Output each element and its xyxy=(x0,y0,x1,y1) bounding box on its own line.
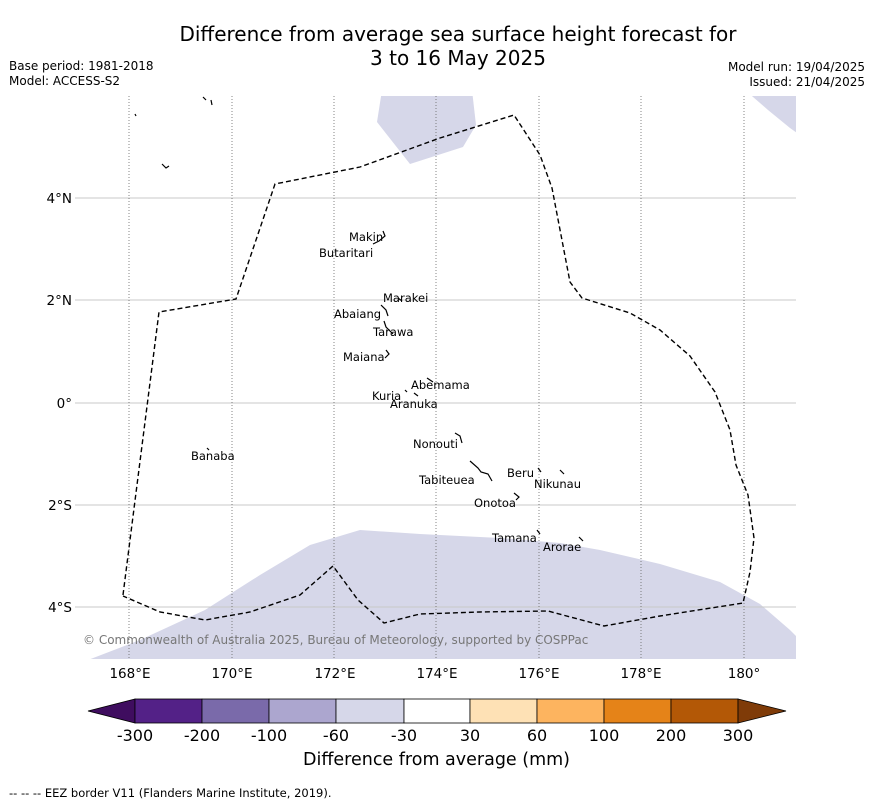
island-label-tabiteuea: Tabiteuea xyxy=(418,473,475,487)
cb-tick-2: -100 xyxy=(250,726,288,745)
lat-label-2n: 2°N xyxy=(47,293,72,309)
banaba-outline xyxy=(206,447,210,451)
title-line-1: Difference from average sea surface heig… xyxy=(179,22,737,46)
colorbar-bin-8 xyxy=(603,698,672,724)
island-label-butaritari: Butaritari xyxy=(319,246,373,260)
lat-gridlines xyxy=(75,197,796,608)
colorbar-bin-6 xyxy=(469,698,538,724)
lon-gridlines xyxy=(128,96,745,659)
colorbar-extend-low xyxy=(87,698,136,724)
lon-label-170e: 170°E xyxy=(211,666,252,682)
cb-tick-1: -200 xyxy=(183,726,221,745)
shaded-region-north xyxy=(377,96,476,164)
island-outlines xyxy=(134,96,584,542)
lat-label-0: 0° xyxy=(57,396,72,412)
colorbar-bin-4 xyxy=(335,698,405,724)
colorbar-bin-2 xyxy=(201,698,270,724)
lat-labels: 4°N 2°N 0° 2°S 4°S xyxy=(47,191,72,616)
title-line-2: 3 to 16 May 2025 xyxy=(370,46,546,70)
cb-tick-8: 200 xyxy=(655,726,687,745)
map-title: Difference from average sea surface heig… xyxy=(0,22,873,70)
eez-footnote: -- -- -- EEZ border V11 (Flanders Marine… xyxy=(9,786,332,800)
meta-right: Model run: 19/04/2025 Issued: 21/04/2025 xyxy=(728,60,865,90)
colorbar-bin-5 xyxy=(403,698,471,724)
tamana-outline xyxy=(536,529,541,535)
cb-tick-7: 100 xyxy=(588,726,620,745)
island-label-marakei: Marakei xyxy=(383,291,428,305)
shaded-region-northeast xyxy=(751,96,796,133)
tarawa-outline xyxy=(383,320,394,335)
island-label-tamana: Tamana xyxy=(491,531,537,545)
colorbar xyxy=(87,698,787,724)
island-label-abaiang: Abaiang xyxy=(334,307,381,321)
island-label-onotoa: Onotoa xyxy=(474,496,516,510)
eez-border xyxy=(122,114,755,627)
lon-label-180: 180° xyxy=(728,666,761,682)
cb-tick-6: 60 xyxy=(526,726,548,745)
lon-label-172e: 172°E xyxy=(314,666,355,682)
aranuka-outline xyxy=(413,392,419,397)
lat-label-4n: 4°N xyxy=(47,191,72,207)
lat-label-2s: 2°S xyxy=(48,498,72,514)
meta-left: Base period: 1981-2018 Model: ACCESS-S2 xyxy=(9,59,154,89)
tabiteuea-outline xyxy=(469,460,493,482)
kuria-outline xyxy=(404,389,408,393)
island-label-makin: Makin xyxy=(349,230,383,244)
cb-tick-5: 30 xyxy=(459,726,481,745)
model-label: Model: ACCESS-S2 xyxy=(9,74,121,88)
base-period-label: Base period: 1981-2018 xyxy=(9,59,154,73)
lon-label-168e: 168°E xyxy=(109,666,150,682)
cb-tick-0: -300 xyxy=(116,726,154,745)
islet-north-3 xyxy=(134,113,137,117)
island-label-abemama: Abemama xyxy=(411,378,470,392)
makin-outline xyxy=(372,230,386,245)
island-label-maiana: Maiana xyxy=(343,350,385,364)
onotoa-outline xyxy=(513,492,520,501)
island-label-nikunau: Nikunau xyxy=(534,477,581,491)
colorbar-title: Difference from average (mm) xyxy=(302,750,571,770)
copyright-notice: © Commonwealth of Australia 2025, Bureau… xyxy=(83,633,588,647)
colorbar-bin-7 xyxy=(536,698,605,724)
abaiang-outline xyxy=(380,304,389,317)
island-label-aranuka: Aranuka xyxy=(390,397,438,411)
marakei-outline xyxy=(397,297,403,302)
lon-labels: 168°E 170°E 172°E 174°E 176°E 178°E 180° xyxy=(109,666,760,682)
colorbar-bin-3 xyxy=(268,698,337,724)
island-label-arorae: Arorae xyxy=(543,540,581,554)
model-run-label: Model run: 19/04/2025 xyxy=(727,60,865,74)
island-label-nonouti: Nonouti xyxy=(413,437,458,451)
cb-tick-3: -60 xyxy=(322,726,350,745)
map-area: Makin Butaritari Marakei Abaiang Tarawa … xyxy=(75,96,796,659)
islet-north-1 xyxy=(202,96,207,101)
colorbar-bin-1 xyxy=(134,698,203,724)
cb-tick-4: -30 xyxy=(390,726,418,745)
lon-label-174e: 174°E xyxy=(416,666,457,682)
arorae-outline xyxy=(578,536,584,542)
lon-label-176e: 176°E xyxy=(518,666,559,682)
island-label-kuria: Kuria xyxy=(372,389,401,403)
island-label-beru: Beru xyxy=(507,466,534,480)
cb-tick-9: 300 xyxy=(722,726,754,745)
island-labels: Makin Butaritari Marakei Abaiang Tarawa … xyxy=(191,230,581,554)
lon-label-178e: 178°E xyxy=(620,666,661,682)
nikunau-outline xyxy=(559,469,565,475)
map-panel: Makin Butaritari Marakei Abaiang Tarawa … xyxy=(47,96,796,682)
islet-north-4 xyxy=(161,163,170,169)
colorbar-bin-9 xyxy=(670,698,739,724)
maiana-outline xyxy=(384,349,390,359)
abemama-outline xyxy=(426,377,434,383)
island-label-banaba: Banaba xyxy=(191,449,235,463)
lat-label-4s: 4°S xyxy=(48,600,72,616)
shaded-region-south xyxy=(90,530,796,659)
issued-label: Issued: 21/04/2025 xyxy=(749,75,865,89)
islet-north-2 xyxy=(210,99,213,106)
beru-outline xyxy=(537,467,542,473)
nonouti-outline xyxy=(454,432,463,444)
colorbar-extend-high xyxy=(737,698,787,724)
island-label-tarawa: Tarawa xyxy=(372,325,413,339)
